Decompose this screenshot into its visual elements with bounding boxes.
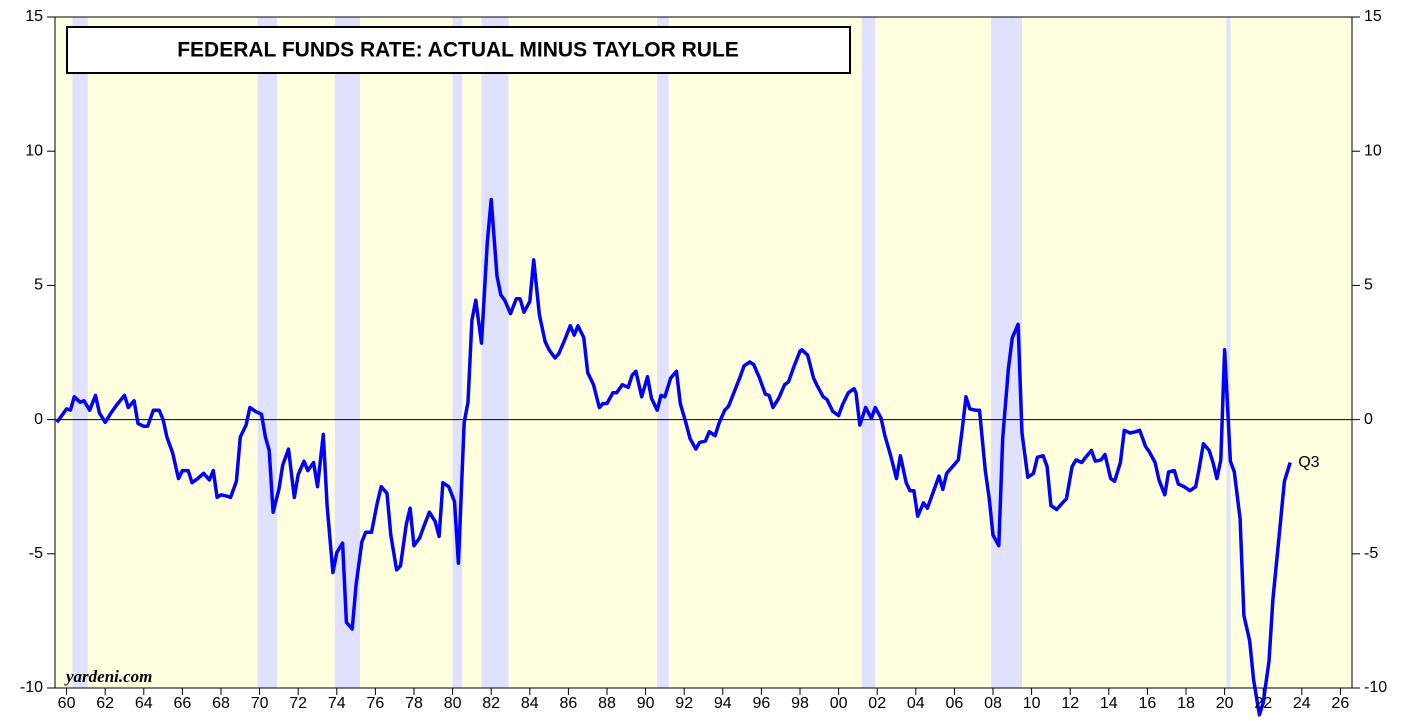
y2-tick-label: 0	[1364, 411, 1373, 428]
x-tick-label: 70	[251, 695, 269, 712]
x-tick-label: 26	[1332, 695, 1350, 712]
x-tick-label: 84	[521, 695, 539, 712]
recession-band	[452, 17, 463, 688]
plot-frame	[54, 16, 1353, 689]
marks: Q3	[55, 197, 1320, 717]
y-tick-label: -10	[20, 679, 43, 696]
title-box	[66, 26, 851, 74]
x-tick-label: 96	[753, 695, 771, 712]
x-tick-label: 22	[1254, 695, 1272, 712]
y2-tick-label: -10	[1364, 679, 1387, 696]
y2-tick-label: 10	[1364, 142, 1382, 159]
recession-band	[481, 17, 509, 688]
recession-band	[257, 17, 277, 688]
y2-tick-label: 15	[1364, 8, 1382, 25]
recession-band	[861, 17, 876, 688]
chart-title: FEDERAL FUNDS RATE: ACTUAL MINUS TAYLOR …	[177, 39, 739, 62]
x-tick-label: 74	[328, 695, 346, 712]
x-tick-label: 88	[598, 695, 616, 712]
x-tick-label: 60	[58, 695, 76, 712]
x-tick-label: 90	[637, 695, 655, 712]
x-tick-label: 02	[868, 695, 886, 712]
x-tick-label: 98	[791, 695, 809, 712]
x-tick-label: 72	[289, 695, 307, 712]
x-tick-label: 00	[830, 695, 848, 712]
x-tick-label: 64	[135, 695, 153, 712]
x-tick-label: 16	[1139, 695, 1157, 712]
x-tick-label: 24	[1293, 695, 1311, 712]
x-tick-label: 04	[907, 695, 925, 712]
x-tick-label: 68	[212, 695, 230, 712]
x-tick-label: 94	[714, 695, 732, 712]
x-tick-label: 14	[1100, 695, 1118, 712]
x-tick-label: 18	[1177, 695, 1195, 712]
recession-band	[72, 17, 88, 688]
recession-band	[1226, 17, 1231, 688]
y-tick-label: 5	[34, 277, 43, 294]
x-tick-label: 10	[1023, 695, 1041, 712]
plot-area	[55, 17, 1352, 688]
x-tick-label: 78	[405, 695, 423, 712]
data-line	[55, 197, 1292, 717]
y-tick-label: -5	[29, 545, 43, 562]
x-tick-label: 66	[173, 695, 191, 712]
y2-tick-label: -5	[1364, 545, 1378, 562]
x-tick-label: 62	[96, 695, 114, 712]
x-tick-label: 20	[1216, 695, 1234, 712]
source: yardeni.com	[64, 667, 152, 686]
recession-band	[657, 17, 669, 688]
x-tick-label: 92	[675, 695, 693, 712]
x-tick-label: 86	[559, 695, 577, 712]
recession-band	[991, 17, 1022, 688]
x-tick-label: 08	[984, 695, 1002, 712]
y-tick-label: 10	[25, 142, 43, 159]
y2-tick-label: 5	[1364, 277, 1373, 294]
y-tick-label: 0	[34, 411, 43, 428]
end-label: Q3	[1298, 454, 1319, 471]
y-tick-label: 15	[25, 8, 43, 25]
plot-background	[54, 16, 1353, 689]
x-tick-label: 12	[1061, 695, 1079, 712]
x-tick-label: 76	[366, 695, 384, 712]
x-tick-label: 82	[482, 695, 500, 712]
x-tick-label: 06	[946, 695, 964, 712]
x-tick-label: 80	[444, 695, 462, 712]
